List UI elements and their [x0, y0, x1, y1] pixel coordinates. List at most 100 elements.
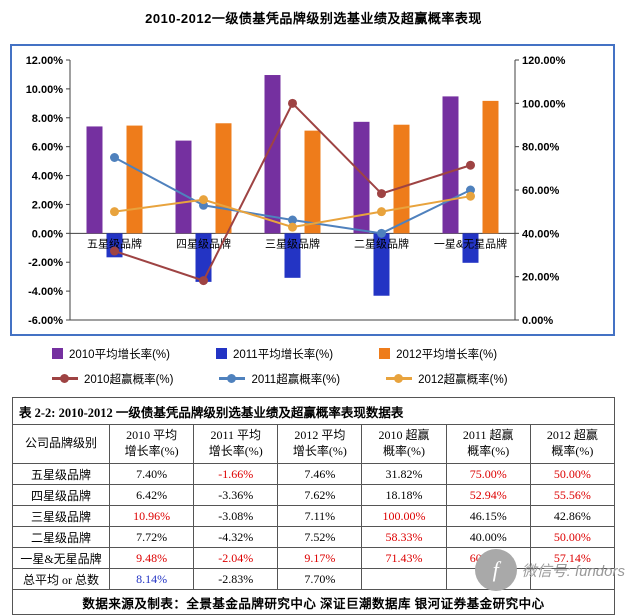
line-marker [110, 246, 119, 256]
legend-bar-swatch-icon [215, 348, 227, 359]
table-header-cell: 2010 超赢 概率(%) [361, 424, 447, 464]
row-label: 三星级品牌 [12, 505, 110, 527]
table-cell: 58.33% [361, 526, 447, 548]
right-axis-tick-label: 60.00% [522, 185, 560, 197]
table-cell: 7.72% [108, 526, 195, 548]
table-cell: 52.94% [445, 484, 531, 506]
table-cell: -1.66% [193, 463, 279, 485]
left-axis-tick-label: 10.00% [26, 84, 64, 96]
legend-line-marker-icon [227, 374, 237, 383]
table-cell: 18.18% [361, 484, 447, 506]
category-label: 五星级品牌 [87, 236, 142, 250]
legend-line-marker-icon [60, 374, 69, 383]
table-cell: 7.52% [277, 526, 363, 548]
line-marker [377, 207, 386, 217]
legend-label: 2012超赢概率(%) [418, 373, 508, 386]
table-cell: 50.00% [529, 463, 616, 485]
row-label: 五星级品牌 [12, 463, 110, 485]
table-cell: 10.96% [108, 505, 195, 527]
legend-label: 2010平均增长率(%) [69, 348, 170, 361]
watermark-text: 微信号: fundors [521, 562, 625, 580]
line-marker [199, 276, 208, 286]
table-header-cell: 公司品牌级别 [12, 424, 110, 464]
bar [482, 100, 499, 234]
watermark: f 微信号: fundors [474, 549, 625, 591]
table-cell: 42.86% [529, 505, 616, 527]
line-marker [466, 160, 475, 170]
legend-label: 2010超赢概率(%) [84, 373, 174, 386]
table-title: 表 2-2: 2010-2012 一级债基凭品牌级别选基业绩及超赢概率表现数据表 [12, 397, 615, 425]
table-cell: 50.00% [529, 526, 616, 548]
legend-line-marker-icon [394, 374, 404, 383]
table-header-cell: 2012 超赢 概率(%) [529, 424, 616, 464]
table-cell: 40.00% [445, 526, 531, 548]
table-header-cell: 2011 超赢 概率(%) [445, 424, 531, 464]
legend-label: 2011超赢概率(%) [251, 373, 341, 386]
bar [462, 233, 479, 263]
bar [393, 124, 410, 234]
bar [126, 125, 143, 234]
legend-label: 2011平均增长率(%) [232, 348, 334, 361]
legend-bar-swatch-icon [52, 348, 63, 359]
row-label: 总平均 or 总数 [12, 568, 110, 590]
line-marker [466, 185, 475, 195]
table-row: 四星级品牌 6.42% -3.36% 7.62% 18.18% 52.94% 55.56% [12, 484, 616, 506]
right-axis-tick-label: 100.00% [522, 98, 566, 110]
left-axis-tick-label: -2.00% [28, 257, 63, 269]
table-cell: 7.40% [108, 463, 195, 485]
category-label: 一星&无星品牌 [434, 236, 507, 250]
bar [284, 233, 301, 278]
bar [373, 233, 390, 296]
bar [175, 140, 192, 234]
right-axis-tick-label: 0.00% [522, 315, 553, 327]
bar [195, 233, 212, 282]
left-axis-tick-label: -4.00% [28, 286, 63, 298]
table-header-row: 公司品牌级别 2010 平均 增长率(%) 2011 平均 增长率(%) 2012 平… [12, 424, 616, 464]
bar [304, 130, 321, 234]
legend-row: 2010平均增长率(%) 2011平均增长率(%) 2012平均增长率(%) [0, 341, 627, 366]
table-cell: 7.46% [277, 463, 363, 485]
right-axis-tick-label: 40.00% [522, 228, 560, 240]
category-label: 二星级品牌 [354, 236, 409, 250]
table-cell: 7.62% [277, 484, 363, 506]
table-cell: 7.11% [277, 505, 363, 527]
table-cell: 31.82% [361, 463, 447, 485]
line-marker [466, 191, 475, 201]
row-label: 四星级品牌 [12, 484, 110, 506]
wechat-logo-icon: f [474, 549, 517, 591]
bar [86, 126, 103, 234]
line-marker [288, 222, 297, 232]
chart-area: 12.00% 10.00% 8.00% 6.00% 4.00% 2.00% 0.00% -2.… [10, 44, 615, 336]
left-axis-tick-label: 8.00% [32, 113, 63, 125]
line-marker [288, 215, 297, 225]
table-cell: 9.48% [108, 547, 195, 569]
legend-item: 2011超赢概率(%) [219, 371, 340, 387]
bar [215, 123, 232, 234]
legend-line-swatch-icon [52, 374, 78, 383]
table-cell: -3.08% [193, 505, 279, 527]
table-cell: 75.00% [445, 463, 531, 485]
right-axis-tick-label: 20.00% [522, 272, 560, 284]
line-marker [199, 195, 208, 205]
category-label: 三星级品牌 [265, 236, 320, 250]
legend-item: 2012超赢概率(%) [386, 371, 508, 387]
table-row: 三星级品牌 10.96% -3.08% 7.11% 100.00% 46.15% 42.86… [12, 505, 616, 527]
table-cell: 7.70% [277, 568, 363, 590]
left-axis-tick-label: 4.00% [32, 171, 63, 183]
left-axis-tick-label: 6.00% [32, 142, 63, 154]
line-marker [288, 98, 297, 108]
table-cell: -2.04% [193, 547, 279, 569]
legend-row: 2010超赢概率(%) 2011超赢概率(%) 2012超赢概率(%) [0, 366, 627, 391]
line-marker [377, 228, 386, 238]
table-header-cell: 2011 平均 增长率(%) [193, 424, 279, 464]
bar [442, 96, 459, 234]
legend-item: 2011平均增长率(%) [215, 346, 334, 362]
table-cell: 9.17% [277, 547, 363, 569]
line-marker [110, 207, 119, 217]
right-axis-tick-label: 120.00% [522, 55, 566, 67]
legend-item: 2012平均增长率(%) [379, 346, 497, 362]
combo-chart: 12.00% 10.00% 8.00% 6.00% 4.00% 2.00% 0.00% -2.… [26, 55, 566, 327]
line-marker [377, 189, 386, 199]
table-cell: 6.42% [108, 484, 195, 506]
table-cell: -4.32% [193, 526, 279, 548]
